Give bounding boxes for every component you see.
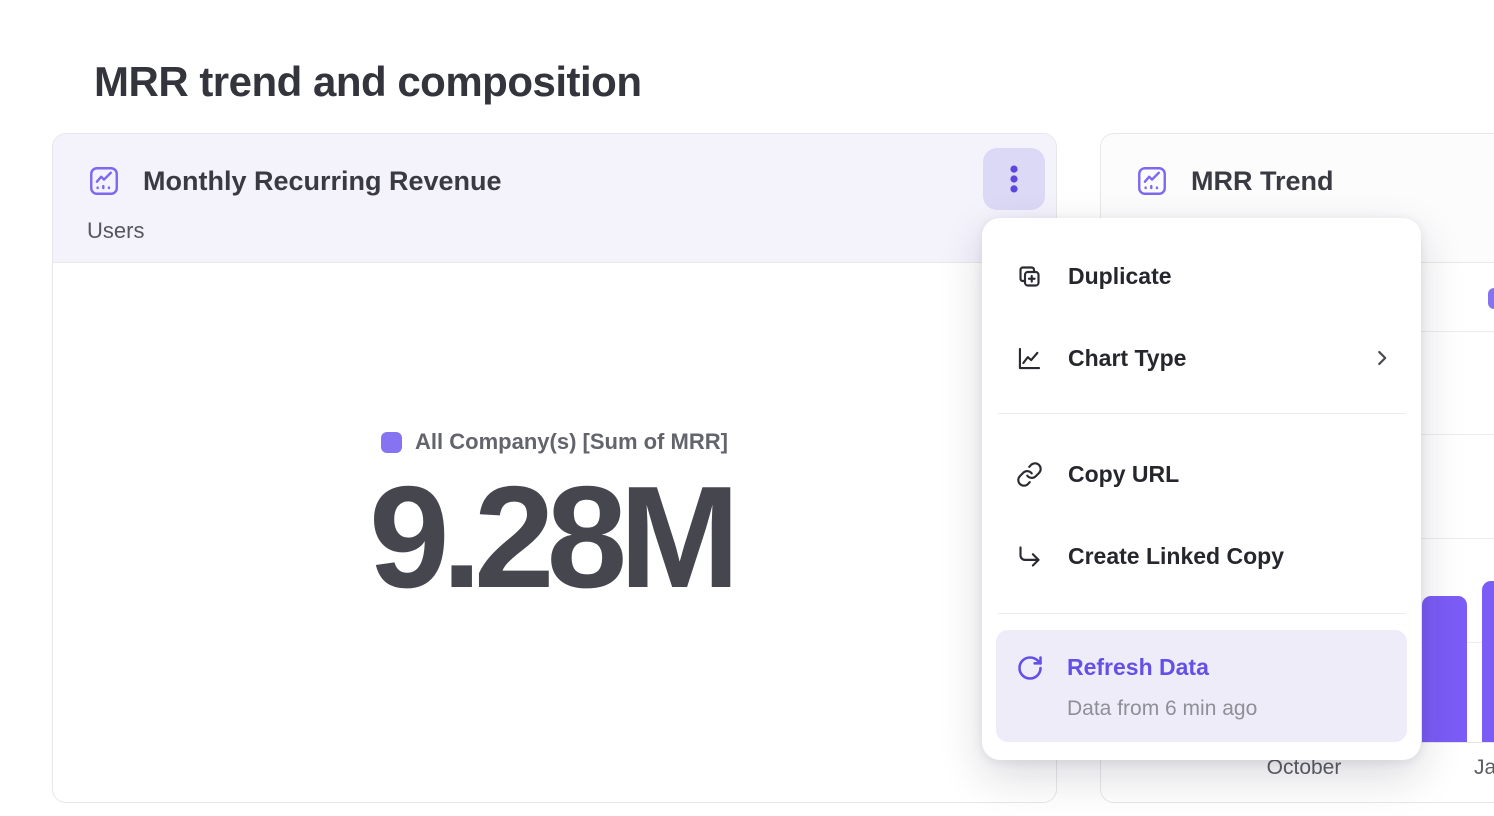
- mrr-card-title: Monthly Recurring Revenue: [143, 165, 502, 196]
- mrr-card-header: Monthly Recurring Revenue Users: [53, 134, 1056, 263]
- page-title: MRR trend and composition: [94, 58, 642, 106]
- chart-line-icon: [1016, 345, 1043, 372]
- x-axis-label: Ja: [1474, 756, 1494, 779]
- trend-legend-swatch: [1488, 288, 1494, 309]
- menu-item-duplicate[interactable]: Duplicate: [996, 246, 1407, 306]
- menu-item-label: Copy URL: [1068, 460, 1180, 487]
- mrr-legend: All Company(s) [Sum of MRR]: [381, 429, 728, 455]
- chevron-right-icon: [1371, 347, 1393, 369]
- mrr-card: Monthly Recurring Revenue Users All Comp…: [52, 133, 1057, 803]
- refresh-icon: [1016, 654, 1044, 682]
- mrr-card-subtitle: Users: [87, 218, 145, 243]
- kebab-menu-button[interactable]: [983, 148, 1045, 210]
- kebab-icon: [1010, 165, 1018, 193]
- menu-item-chart-type[interactable]: Chart Type: [996, 328, 1407, 388]
- menu-divider: [998, 613, 1405, 614]
- refresh-data-timestamp: Data from 6 min ago: [1067, 697, 1258, 720]
- link-icon: [1016, 461, 1043, 488]
- legend-swatch: [381, 431, 403, 453]
- x-axis-label: October: [1266, 756, 1342, 779]
- trend-bar[interactable]: [1422, 596, 1467, 742]
- legend-label: All Company(s) [Sum of MRR]: [415, 429, 728, 454]
- chart-icon: [87, 164, 121, 198]
- menu-item-label: Duplicate: [1068, 262, 1172, 289]
- menu-item-copy-url[interactable]: Copy URL: [996, 444, 1407, 504]
- chart-icon: [1135, 164, 1169, 198]
- menu-item-label: Create Linked Copy: [1068, 542, 1284, 569]
- card-context-menu: Duplicate Chart Type Copy URL: [982, 218, 1421, 760]
- menu-item-label: Chart Type: [1068, 344, 1187, 371]
- menu-item-create-linked-copy[interactable]: Create Linked Copy: [996, 526, 1407, 586]
- menu-divider: [998, 413, 1405, 414]
- mrr-card-body: All Company(s) [Sum of MRR] 9.28M: [53, 263, 1056, 802]
- mrr-big-number: 9.28M: [369, 456, 740, 618]
- refresh-data-label: Refresh Data: [1067, 654, 1209, 680]
- trend-bar[interactable]: [1482, 581, 1494, 742]
- trend-card-title: MRR Trend: [1191, 165, 1334, 196]
- duplicate-icon: [1016, 263, 1043, 290]
- corner-down-right-icon: [1016, 543, 1043, 570]
- menu-item-refresh-data[interactable]: Refresh Data Data from 6 min ago: [996, 630, 1407, 742]
